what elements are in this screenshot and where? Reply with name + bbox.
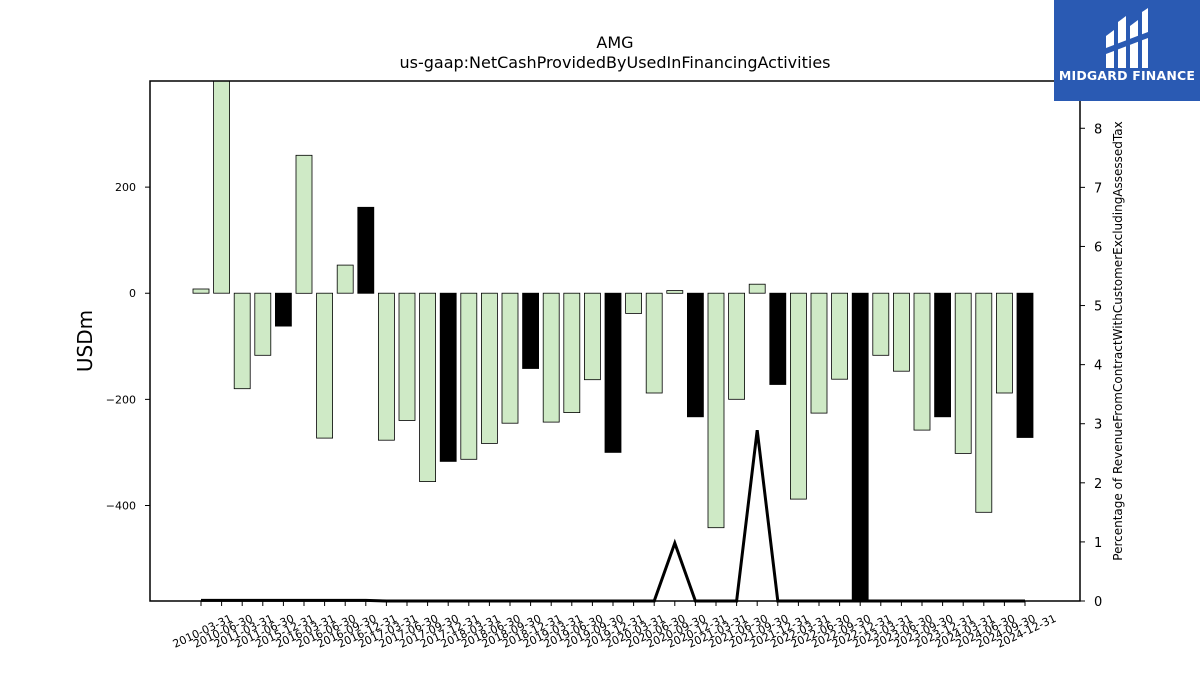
bar-2017-09-30 bbox=[419, 292, 437, 483]
secondary-y-axis-label: Percentage of RevenueFromContractWithCus… bbox=[1111, 121, 1125, 560]
bar-2016-12-31 bbox=[357, 206, 375, 294]
bar-2017-03-31 bbox=[377, 292, 395, 441]
y2-tick-label: 5 bbox=[1094, 300, 1102, 315]
bar-2019-06-30 bbox=[563, 292, 581, 414]
bar-2019-09-30 bbox=[584, 292, 601, 381]
bar-2018-12-31 bbox=[522, 292, 539, 369]
bar-2016-03-31 bbox=[295, 154, 313, 294]
y2-tick-label: 8 bbox=[1094, 122, 1102, 137]
y2-tick-label: 6 bbox=[1094, 240, 1102, 255]
y-axis-label: USDm bbox=[73, 310, 97, 372]
bar-2018-06-30 bbox=[480, 292, 498, 444]
y2-tick-label: 4 bbox=[1094, 359, 1102, 374]
bars-group bbox=[192, 80, 1034, 602]
bar-2020-03-31 bbox=[625, 292, 642, 314]
y2-tick-label: 7 bbox=[1094, 181, 1102, 196]
chart-title: AMG bbox=[596, 33, 633, 52]
bar-2023-06-30 bbox=[893, 292, 910, 372]
bar-2017-06-30 bbox=[398, 292, 416, 421]
bar-2011-03-31 bbox=[233, 292, 251, 390]
bar-2015-12-31 bbox=[274, 292, 292, 327]
y-tick-label: 200 bbox=[115, 181, 136, 194]
bar-2019-03-31 bbox=[542, 292, 560, 423]
bar-2020-09-30 bbox=[666, 290, 684, 294]
secondary-y-axis-ticks: 0 1 2 3 4 5 6 7 8 bbox=[1080, 122, 1102, 610]
bar-2024-06-30 bbox=[975, 292, 993, 513]
y-tick-label: 0 bbox=[129, 287, 136, 300]
chart-subtitle: us-gaap:NetCashProvidedByUsedInFinancing… bbox=[399, 53, 830, 72]
bar-2018-03-31 bbox=[460, 292, 478, 460]
bar-2024-12-31 bbox=[1016, 292, 1034, 438]
percentage-line-group bbox=[201, 430, 1025, 603]
bar-2023-03-31 bbox=[872, 292, 890, 356]
bar-2021-03-31 bbox=[707, 292, 725, 529]
bar-2022-12-31 bbox=[851, 292, 869, 602]
bar-2010-03-31 bbox=[192, 288, 210, 294]
plot-frame bbox=[149, 80, 1081, 602]
logo-mark-icon bbox=[1106, 8, 1148, 68]
y-tick-label: −200 bbox=[106, 393, 136, 406]
y-tick-label: −400 bbox=[106, 499, 136, 512]
percentage-line bbox=[201, 430, 1025, 603]
bar-2020-06-30 bbox=[645, 292, 663, 394]
bar-2021-06-30 bbox=[728, 292, 745, 400]
bar-2021-12-31 bbox=[769, 292, 787, 385]
logo-text: MIDGARD FINANCE bbox=[1058, 68, 1196, 83]
bar-2021-09-30 bbox=[748, 283, 766, 294]
y2-tick-label: 2 bbox=[1094, 477, 1102, 492]
y2-tick-label: 3 bbox=[1094, 418, 1102, 433]
bar-2010-06-30 bbox=[213, 80, 231, 294]
bar-2022-06-30 bbox=[810, 292, 828, 414]
midgard-finance-logo: MIDGARD FINANCE bbox=[1054, 0, 1200, 101]
bar-2019-12-31 bbox=[604, 292, 622, 453]
bar-2017-12-31 bbox=[439, 292, 457, 462]
bar-2016-09-30 bbox=[336, 264, 354, 294]
bar-2024-03-31 bbox=[954, 292, 972, 454]
bar-2022-03-31 bbox=[790, 292, 807, 500]
bar-2011-06-30 bbox=[254, 292, 272, 356]
x-axis-ticks: 2010-03-312010-06-302011-03-312011-06-30… bbox=[171, 601, 1058, 651]
bar-2022-09-30 bbox=[831, 292, 848, 380]
bar-2016-06-30 bbox=[316, 292, 334, 439]
bar-2020-12-31 bbox=[687, 292, 704, 418]
y2-tick-label: 0 bbox=[1094, 595, 1102, 610]
bar-2023-12-31 bbox=[934, 292, 951, 418]
y2-tick-label: 1 bbox=[1094, 536, 1102, 551]
bar-2018-09-30 bbox=[501, 292, 519, 424]
bar-2023-09-30 bbox=[913, 292, 931, 431]
y-axis-ticks: −400 −200 0 200 bbox=[106, 181, 150, 512]
bar-2024-09-30 bbox=[996, 292, 1013, 394]
